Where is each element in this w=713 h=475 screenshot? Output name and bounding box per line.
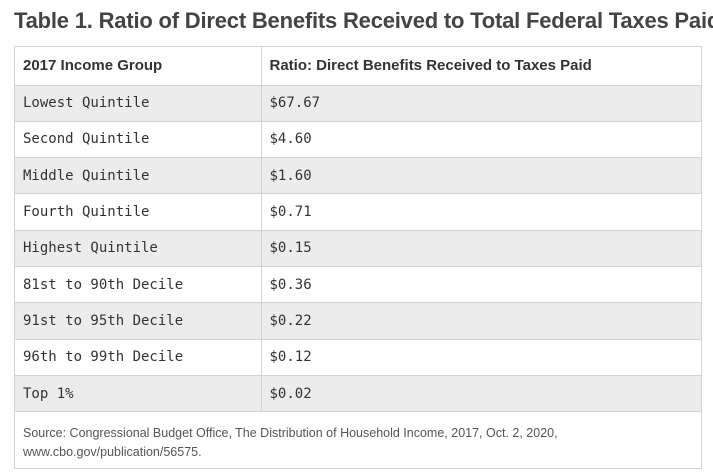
income-group-cell: Fourth Quintile xyxy=(15,193,262,231)
ratio-cell: $0.12 xyxy=(261,339,701,376)
table-row: 96th to 99th Decile $0.12 xyxy=(15,339,701,376)
income-group-cell: Lowest Quintile xyxy=(15,85,262,122)
ratio-cell: $0.71 xyxy=(261,193,701,231)
table-row: 91st to 95th Decile $0.22 xyxy=(15,302,701,340)
income-group-cell: 96th to 99th Decile xyxy=(15,339,262,376)
table-row: 81st to 90th Decile $0.36 xyxy=(15,266,701,304)
ratio-cell: $4.60 xyxy=(261,121,701,159)
income-group-cell: Top 1% xyxy=(15,375,262,413)
table-header-row: 2017 Income Group Ratio: Direct Benefits… xyxy=(15,47,701,86)
income-group-cell: Middle Quintile xyxy=(15,157,262,195)
ratio-cell: $1.60 xyxy=(261,157,701,195)
income-group-cell: Highest Quintile xyxy=(15,230,262,267)
table-row: Lowest Quintile $67.67 xyxy=(15,85,701,122)
source-link[interactable]: www.cbo.gov/publication/56575. xyxy=(23,445,202,459)
source-text: Source: Congressional Budget Office, The… xyxy=(23,426,558,440)
income-group-cell: 81st to 90th Decile xyxy=(15,266,262,304)
table-row: Top 1% $0.02 xyxy=(15,375,701,413)
table-row: Highest Quintile $0.15 xyxy=(15,230,701,267)
ratio-cell: $0.02 xyxy=(261,375,701,413)
ratio-cell: $0.15 xyxy=(261,230,701,267)
data-table: 2017 Income Group Ratio: Direct Benefits… xyxy=(15,47,701,413)
data-table-container: 2017 Income Group Ratio: Direct Benefits… xyxy=(14,46,702,469)
table-row: Middle Quintile $1.60 xyxy=(15,157,701,195)
column-header-income-group: 2017 Income Group xyxy=(15,47,262,86)
table-row: Fourth Quintile $0.71 xyxy=(15,193,701,231)
table-row: Second Quintile $4.60 xyxy=(15,121,701,159)
table-title: Table 1. Ratio of Direct Benefits Receiv… xyxy=(14,8,713,33)
ratio-cell: $0.22 xyxy=(261,302,701,340)
income-group-cell: 91st to 95th Decile xyxy=(15,302,262,340)
ratio-cell: $67.67 xyxy=(261,85,701,122)
income-group-cell: Second Quintile xyxy=(15,121,262,159)
source-note: Source: Congressional Budget Office, The… xyxy=(15,413,701,462)
ratio-cell: $0.36 xyxy=(261,266,701,304)
column-header-ratio: Ratio: Direct Benefits Received to Taxes… xyxy=(261,47,701,86)
